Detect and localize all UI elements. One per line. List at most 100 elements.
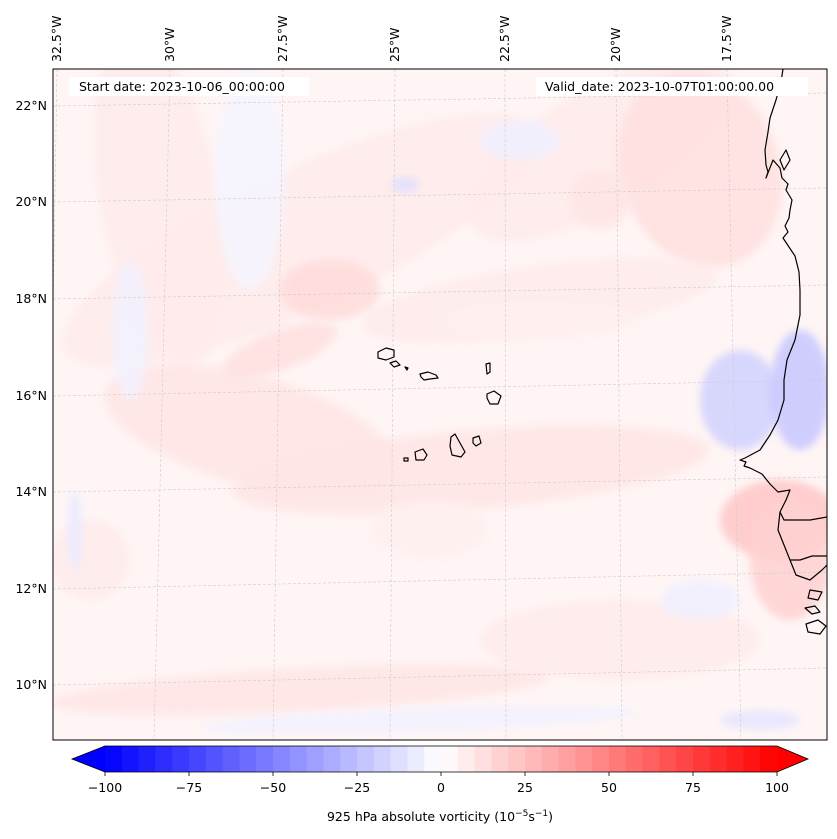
latitude-tick-label: 20°N	[15, 194, 47, 209]
longitude-tick-label: 20°W	[608, 27, 623, 62]
coastline-cape-verde-island	[486, 390, 502, 405]
colorbar: −100 −75 −50 −25 0 25 50 75 100	[70, 745, 810, 795]
colorbar-label-superscript: −1	[535, 809, 548, 819]
vorticity-contour	[223, 322, 337, 378]
colorbar-tick-label: −50	[260, 780, 286, 795]
colorbar-segment	[340, 746, 358, 772]
longitude-tick-labels: 32.5°W 30°W 27.5°W 25°W 22.5°W 20°W 17.5°W	[49, 16, 734, 62]
colorbar-extend-min	[72, 746, 105, 772]
vorticity-contour	[53, 664, 550, 716]
colorbar-segment	[491, 746, 509, 772]
colorbar-segment	[105, 746, 123, 772]
vorticity-contour	[67, 490, 83, 570]
colorbar-segment	[693, 746, 711, 772]
gridlines	[53, 69, 827, 740]
colorbar-segment	[743, 746, 761, 772]
colorbar-segment	[289, 746, 308, 772]
vorticity-contour	[660, 580, 740, 620]
coastline-cape-verde-island	[414, 448, 428, 461]
parallel-line	[53, 284, 827, 300]
latitude-tick-labels: 22°N 20°N 18°N 16°N 14°N 12°N 10°N	[15, 98, 47, 692]
meridian-line	[153, 69, 171, 740]
vorticity-contour	[700, 350, 780, 450]
colorbar-segment	[424, 746, 442, 772]
colorbar-segment	[239, 746, 257, 772]
coastline-cape-verde-island	[485, 362, 491, 375]
vorticity-contour	[770, 330, 827, 450]
colorbar-tick-label: 0	[437, 780, 445, 795]
colorbar-segment	[659, 746, 677, 772]
colorbar-segment	[609, 746, 627, 772]
colorbar-segment	[508, 746, 526, 772]
latitude-tick-label: 10°N	[15, 677, 47, 692]
colorbar-segment	[457, 746, 476, 772]
longitude-tick-label: 17.5°W	[719, 16, 734, 62]
coastline-cape-verde-island	[449, 433, 466, 458]
colorbar-segment	[541, 746, 560, 772]
map-panel	[53, 69, 827, 740]
vorticity-contour	[617, 72, 783, 268]
longitude-tick-label: 22.5°W	[497, 16, 512, 62]
parallel-line	[53, 187, 827, 203]
colorbar-extend-max	[777, 746, 808, 772]
latitude-tick-label: 12°N	[15, 581, 47, 596]
parallel-line	[53, 667, 827, 686]
parallel-line	[53, 476, 827, 493]
vorticity-contour	[480, 600, 760, 680]
colorbar-segment	[441, 746, 459, 772]
coastline-africa	[739, 69, 827, 581]
colorbar-segment	[525, 746, 543, 772]
colorbar-segment	[558, 746, 576, 772]
colorbar-segment	[273, 746, 291, 772]
coastline-island	[779, 149, 791, 171]
latitude-tick-label: 22°N	[15, 98, 47, 113]
colorbar-segment	[726, 746, 744, 772]
coastline-cape-verde-island	[389, 360, 401, 368]
coastline-cape-verde-island	[377, 347, 395, 361]
coastlines	[377, 69, 827, 635]
colorbar-segment	[205, 746, 224, 772]
colorbar-tick-label: −25	[344, 780, 370, 795]
vorticity-contour	[280, 260, 380, 320]
colorbar-segment	[323, 746, 341, 772]
colorbar-segment	[760, 746, 778, 772]
coastline-cape-verde-island	[404, 366, 409, 371]
colorbar-segment	[138, 746, 156, 772]
vorticity-contour	[370, 500, 490, 560]
latitude-tick-label: 14°N	[15, 484, 47, 499]
colorbar-segment	[592, 746, 610, 772]
vorticity-contour	[200, 705, 640, 735]
vorticity-contour	[570, 170, 630, 230]
longitude-tick-label: 30°W	[162, 27, 177, 62]
parallel-line	[53, 571, 827, 590]
longitude-tick-label: 27.5°W	[275, 16, 290, 62]
colorbar-tick-label: 75	[685, 780, 701, 795]
colorbar-segment	[625, 746, 644, 772]
colorbar-label-superscript: −5	[515, 809, 528, 819]
latitude-tick-label: 18°N	[15, 291, 47, 306]
colorbar-segment	[373, 746, 392, 772]
longitude-tick-label: 25°W	[387, 27, 402, 62]
valid-date-box	[536, 77, 808, 96]
colorbar-segment	[474, 746, 492, 772]
latitude-tick-label: 16°N	[15, 388, 47, 403]
colorbar-segment	[709, 746, 728, 772]
coastline-cape-verde-island	[472, 435, 482, 447]
colorbar-segment	[121, 746, 140, 772]
colorbar-segment	[407, 746, 425, 772]
coastline-cape-verde-island	[419, 371, 439, 381]
vorticity-contour	[750, 500, 827, 620]
colorbar-tick-label: −100	[88, 780, 122, 795]
start-date-box	[69, 77, 309, 96]
colorbar-segment	[256, 746, 274, 772]
colorbar-segment	[222, 746, 240, 772]
vorticity-contour	[440, 300, 640, 340]
colorbar-segment	[155, 746, 173, 772]
valid-date-label: Valid_date: 2023-10-07T01:00:00.00	[545, 79, 774, 94]
colorbar-segment	[357, 746, 375, 772]
colorbar-label: 925 hPa absolute vorticity (10−5s−1)	[327, 809, 553, 824]
colorbar-tick-label: 50	[601, 780, 617, 795]
colorbar-segment	[390, 746, 408, 772]
colorbar-segment	[676, 746, 694, 772]
colorbar-label-text: s	[528, 809, 535, 824]
